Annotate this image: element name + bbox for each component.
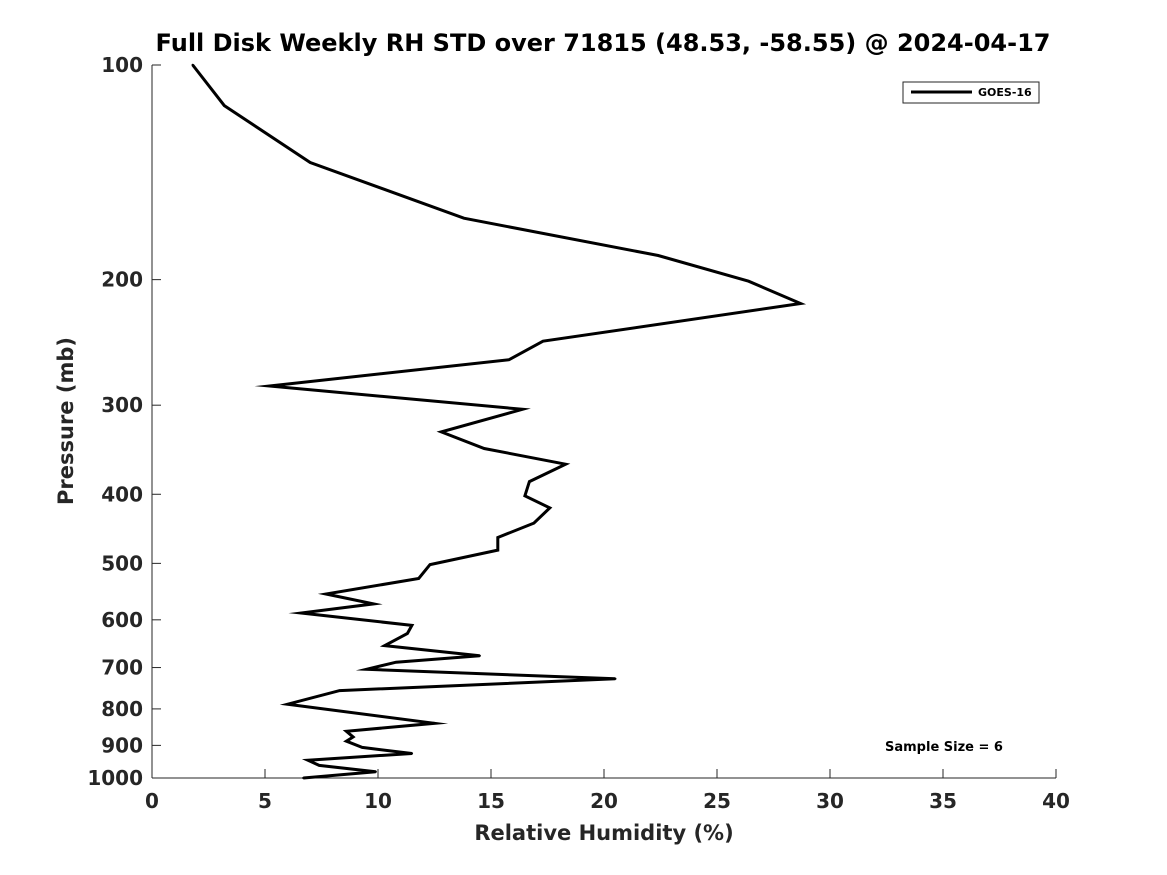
series-line-goes-16 — [191, 64, 807, 780]
data-point — [541, 340, 545, 343]
y-tick-label-600: 600 — [101, 608, 143, 632]
data-point — [300, 611, 303, 615]
y-tick-label-500: 500 — [101, 551, 143, 575]
data-point — [338, 689, 341, 692]
x-tick-label-30: 30 — [816, 789, 844, 813]
x-tick-label-20: 20 — [590, 789, 618, 813]
y-tick-label-300: 300 — [101, 393, 143, 417]
data-point — [548, 506, 551, 510]
y-tick-label-700: 700 — [101, 656, 143, 680]
data-point — [410, 752, 414, 755]
data-point — [361, 746, 364, 749]
data-point — [406, 632, 409, 635]
data-point — [747, 280, 750, 283]
data-point — [478, 654, 481, 657]
data-point — [351, 735, 355, 739]
data-point — [532, 521, 536, 525]
y-tick-label-200: 200 — [101, 268, 143, 292]
data-point — [528, 480, 531, 483]
x-tick-label-0: 0 — [145, 789, 159, 813]
y-axis-ticks: 100 200 300 400 500 600 700 800 900 1000 — [87, 53, 161, 790]
chart-title: Full Disk Weekly RH STD over 71815 (48.5… — [156, 29, 1051, 57]
sample-size-annotation: Sample Size = 6 — [885, 740, 1003, 755]
data-point — [345, 730, 348, 733]
x-axis-label: Relative Humidity (%) — [474, 821, 733, 845]
data-point — [286, 703, 289, 706]
data-point — [318, 764, 321, 767]
x-tick-label-35: 35 — [929, 789, 957, 813]
x-tick-label-10: 10 — [364, 789, 392, 813]
data-point — [657, 254, 660, 257]
x-tick-label-25: 25 — [703, 789, 731, 813]
data-point — [302, 776, 305, 780]
data-point — [428, 563, 432, 566]
data-point — [324, 592, 328, 596]
legend: GOES-16 — [902, 81, 1040, 104]
data-point — [523, 494, 527, 497]
y-axis-label: Pressure (mb) — [54, 337, 78, 505]
data-point — [507, 358, 511, 361]
data-point — [268, 384, 271, 388]
x-tick-label-5: 5 — [258, 789, 272, 813]
data-point — [394, 661, 398, 664]
data-point — [383, 644, 386, 647]
x-tick-label-40: 40 — [1042, 789, 1070, 813]
data-point — [345, 740, 348, 743]
data-point — [462, 217, 466, 220]
data-point — [365, 668, 368, 671]
data-point — [496, 548, 499, 552]
data-point — [309, 161, 312, 164]
x-tick-label-15: 15 — [477, 789, 505, 813]
data-point — [306, 759, 310, 762]
y-tick-label-1000: 1000 — [87, 766, 143, 790]
data-point — [433, 722, 436, 725]
data-point — [483, 447, 486, 450]
data-point — [614, 677, 617, 680]
series-layer — [191, 63, 807, 780]
x-axis-ticks: 0 5 10 15 20 25 30 35 40 — [145, 769, 1070, 813]
legend-label-goes16: GOES-16 — [978, 86, 1032, 99]
data-point — [799, 302, 802, 305]
data-point — [374, 770, 377, 773]
y-tick-label-400: 400 — [101, 482, 143, 506]
data-point — [223, 104, 226, 107]
y-tick-label-100: 100 — [101, 53, 143, 77]
data-point — [564, 463, 567, 466]
data-point — [440, 430, 443, 434]
data-point — [191, 63, 194, 67]
data-point — [417, 577, 420, 580]
y-tick-label-800: 800 — [101, 697, 143, 721]
data-point — [521, 408, 524, 411]
data-point — [410, 624, 414, 627]
data-point — [372, 602, 375, 606]
data-point — [496, 536, 499, 539]
y-tick-label-900: 900 — [101, 733, 143, 757]
